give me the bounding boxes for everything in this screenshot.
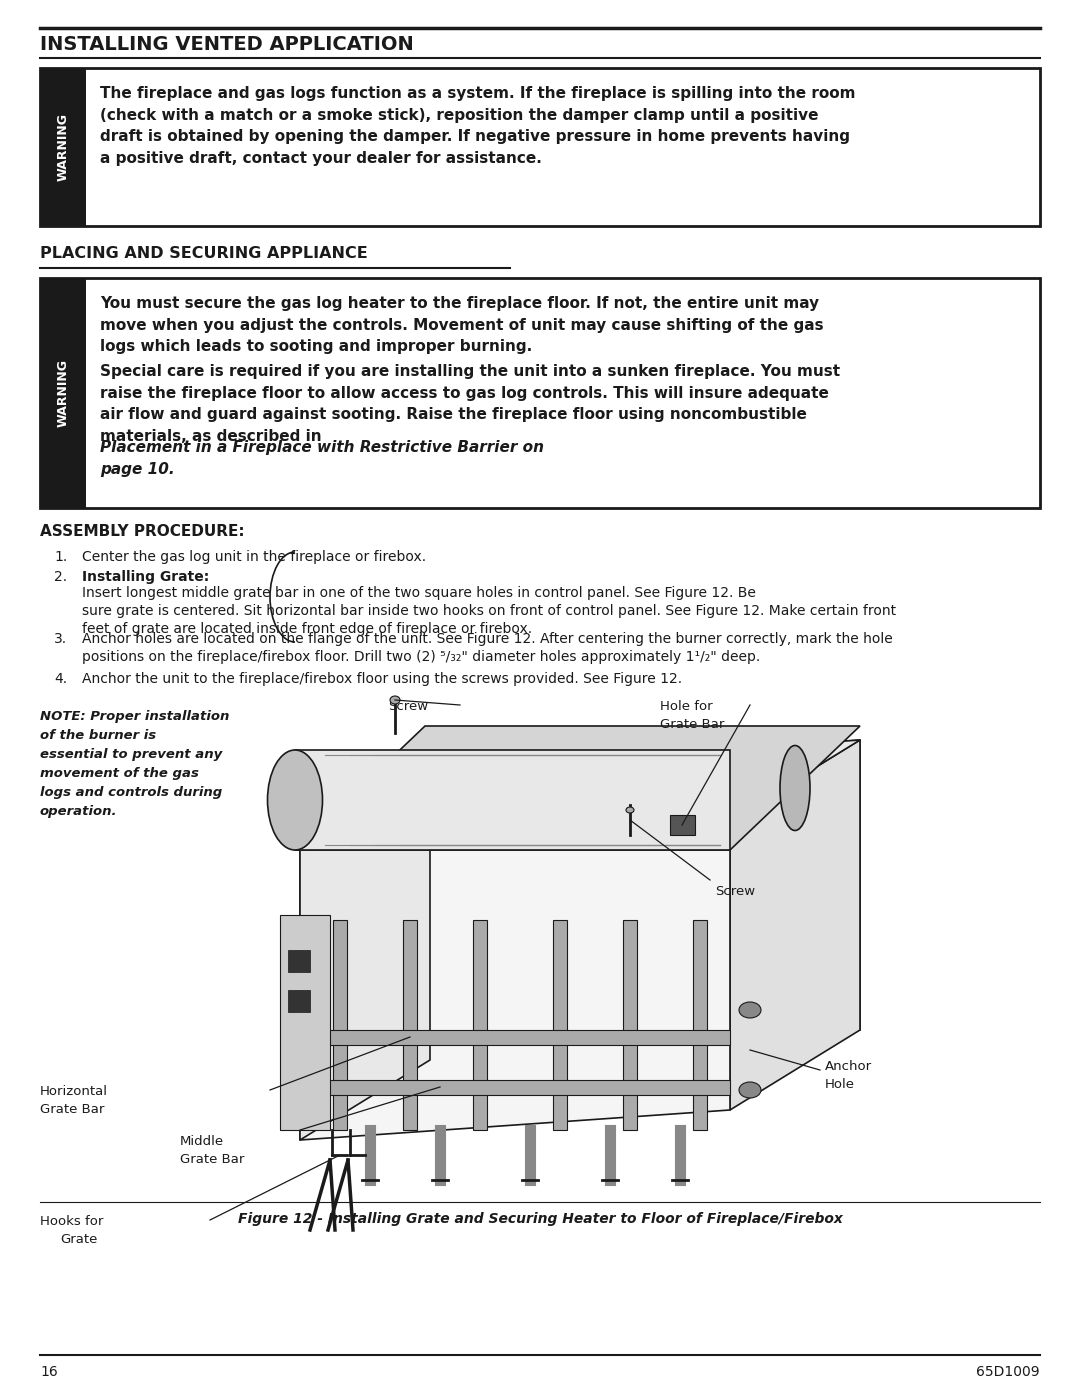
Text: You must secure the gas log heater to the fireplace floor. If not, the entire un: You must secure the gas log heater to th…: [100, 296, 824, 355]
Text: Anchor the unit to the fireplace/firebox floor using the screws provided. See Fi: Anchor the unit to the fireplace/firebox…: [82, 672, 683, 686]
Polygon shape: [333, 921, 347, 1130]
Text: Hole for: Hole for: [660, 700, 713, 712]
Bar: [40, 278, 86, 509]
Polygon shape: [300, 1030, 730, 1045]
Text: Horizontal: Horizontal: [40, 1085, 108, 1098]
Polygon shape: [693, 921, 707, 1130]
Polygon shape: [730, 740, 860, 1111]
Text: WARNING: WARNING: [56, 113, 69, 182]
Polygon shape: [288, 950, 310, 972]
Text: Middle: Middle: [180, 1134, 225, 1148]
Polygon shape: [670, 814, 696, 835]
Text: Placement in a Fireplace with Restrictive Barrier on
page 10.: Placement in a Fireplace with Restrictiv…: [100, 440, 544, 476]
Ellipse shape: [780, 746, 810, 830]
Text: 4.: 4.: [54, 672, 67, 686]
Text: 2.: 2.: [54, 570, 67, 584]
Text: Special care is required if you are installing the unit into a sunken fireplace.: Special care is required if you are inst…: [100, 365, 840, 444]
Text: INSTALLING VENTED APPLICATION: INSTALLING VENTED APPLICATION: [40, 35, 414, 54]
Polygon shape: [403, 921, 417, 1130]
Ellipse shape: [739, 1083, 761, 1098]
Polygon shape: [295, 726, 860, 849]
Text: Hooks for: Hooks for: [40, 1215, 104, 1228]
Ellipse shape: [739, 1002, 761, 1018]
Text: Insert longest middle grate bar in one of the two square holes in control panel.: Insert longest middle grate bar in one o…: [82, 585, 896, 636]
Text: NOTE: Proper installation
of the burner is
essential to prevent any
movement of : NOTE: Proper installation of the burner …: [40, 710, 229, 819]
Polygon shape: [473, 921, 487, 1130]
Polygon shape: [295, 750, 730, 849]
Text: Figure 12 - Installing Grate and Securing Heater to Floor of Fireplace/Firebox: Figure 12 - Installing Grate and Securin…: [238, 1213, 842, 1227]
Text: Grate: Grate: [60, 1234, 97, 1246]
Text: Grate Bar: Grate Bar: [40, 1104, 105, 1116]
Polygon shape: [300, 740, 860, 849]
Polygon shape: [553, 921, 567, 1130]
Polygon shape: [300, 770, 430, 1140]
Polygon shape: [623, 921, 637, 1130]
Text: Screw: Screw: [388, 700, 428, 712]
Text: 3.: 3.: [54, 631, 67, 645]
Text: 1.: 1.: [54, 550, 67, 564]
Text: The fireplace and gas logs function as a system. If the fireplace is spilling in: The fireplace and gas logs function as a…: [100, 87, 855, 166]
Text: ASSEMBLY PROCEDURE:: ASSEMBLY PROCEDURE:: [40, 524, 245, 539]
Text: 16: 16: [40, 1365, 57, 1379]
Bar: [40, 68, 1040, 226]
Polygon shape: [280, 915, 330, 1130]
Polygon shape: [430, 740, 860, 1060]
Text: Screw: Screw: [715, 886, 755, 898]
Polygon shape: [300, 820, 730, 1140]
Text: 65D1009: 65D1009: [976, 1365, 1040, 1379]
Text: Anchor: Anchor: [825, 1060, 873, 1073]
Ellipse shape: [626, 807, 634, 813]
Text: Grate Bar: Grate Bar: [660, 718, 725, 731]
Text: Hole: Hole: [825, 1078, 855, 1091]
Text: Installing Grate:: Installing Grate:: [82, 570, 210, 584]
Text: Grate Bar: Grate Bar: [180, 1153, 244, 1166]
Bar: [40, 278, 1040, 509]
Polygon shape: [300, 1080, 730, 1095]
Ellipse shape: [390, 696, 400, 704]
Text: Anchor holes are located on the flange of the unit. See Figure 12. After centeri: Anchor holes are located on the flange o…: [82, 631, 893, 664]
Text: PLACING AND SECURING APPLIANCE: PLACING AND SECURING APPLIANCE: [40, 246, 368, 261]
Bar: [40, 68, 86, 226]
Ellipse shape: [268, 750, 323, 849]
Text: Center the gas log unit in the fireplace or firebox.: Center the gas log unit in the fireplace…: [82, 550, 427, 564]
Polygon shape: [288, 990, 310, 1011]
Text: WARNING: WARNING: [56, 359, 69, 427]
